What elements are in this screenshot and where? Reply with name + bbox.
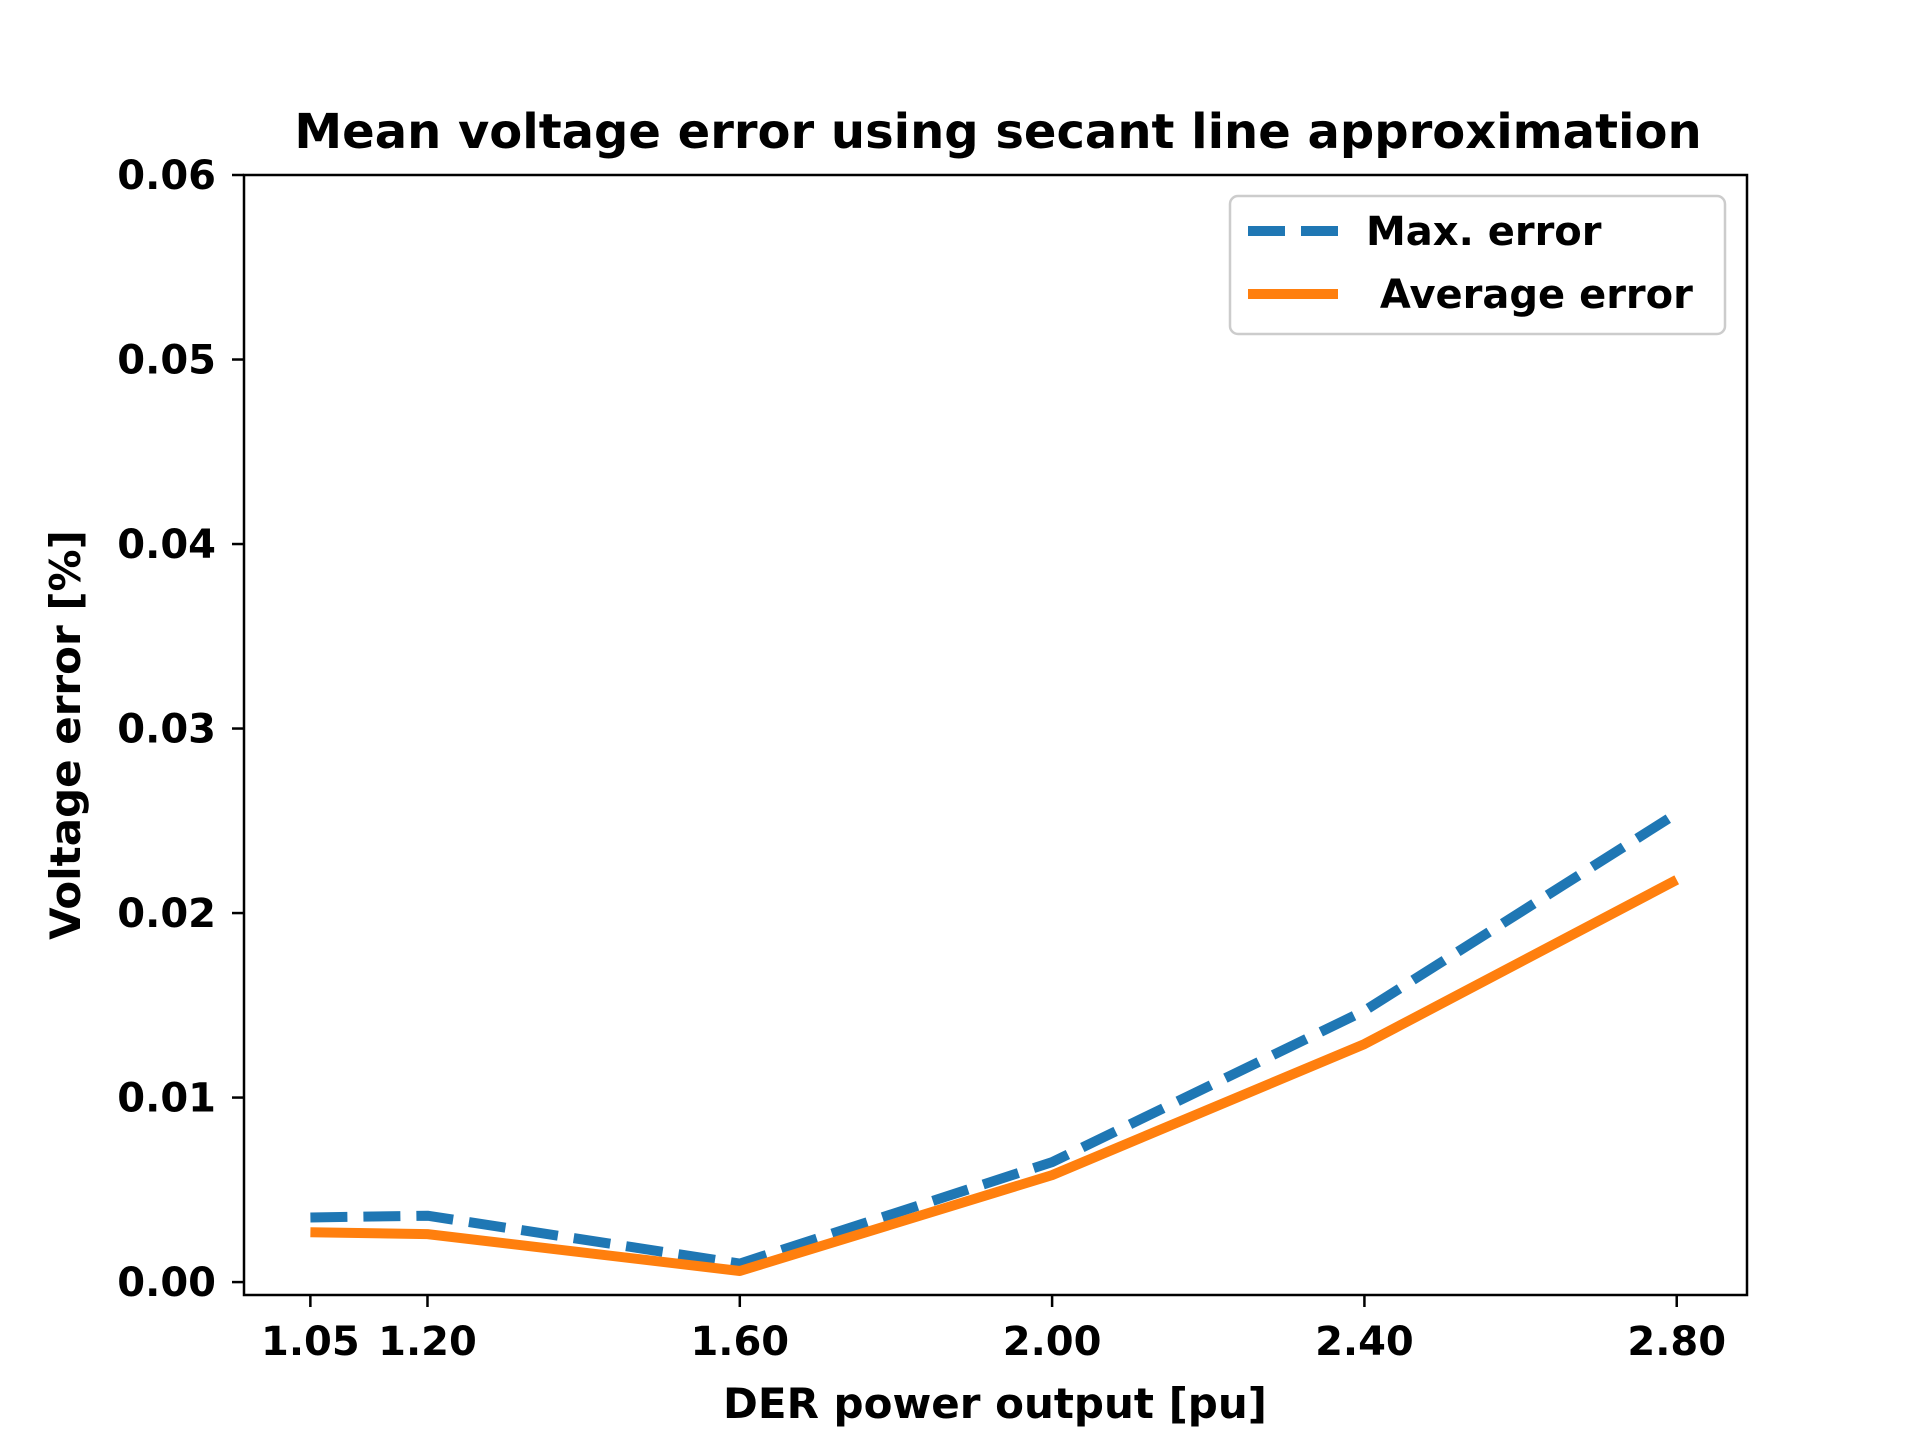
y-tick-label: 0.05 [117, 338, 216, 384]
x-tick-label: 1.05 [261, 1319, 360, 1365]
y-axis-label: Voltage error [%] [41, 530, 90, 940]
y-tick-label: 0.02 [117, 891, 216, 937]
legend-label-average-error: Average error [1366, 272, 1693, 318]
y-tick-label: 0.00 [117, 1260, 216, 1306]
series-line-average-error [310, 875, 1680, 1276]
x-tick-label: 1.20 [378, 1319, 477, 1365]
legend-label-max-error: Max. error [1366, 209, 1602, 255]
series-line-max-error [310, 809, 1680, 1269]
x-axis: 1.05 1.20 1.60 2.00 2.40 2.80 [261, 1295, 1726, 1365]
y-tick-label: 0.06 [117, 153, 216, 199]
y-tick-label: 0.03 [117, 707, 216, 753]
x-axis-label: DER power output [pu] [723, 1379, 1267, 1428]
x-tick-label: 2.40 [1315, 1319, 1414, 1365]
x-tick-label: 2.00 [1003, 1319, 1102, 1365]
x-tick-label: 1.60 [690, 1319, 789, 1365]
y-tick-label: 0.04 [117, 522, 216, 568]
y-axis: 0.00 0.01 0.02 0.03 0.04 0.05 0.06 [117, 153, 244, 1306]
x-tick-label: 2.80 [1627, 1319, 1726, 1365]
chart-title: Mean voltage error using secant line app… [294, 104, 1701, 160]
y-tick-label: 0.01 [117, 1076, 216, 1122]
legend-frame [1228, 194, 1727, 336]
legend: Max. error Average error [1228, 194, 1727, 336]
plot-area [310, 809, 1680, 1276]
plot-frame [242, 173, 1749, 1297]
